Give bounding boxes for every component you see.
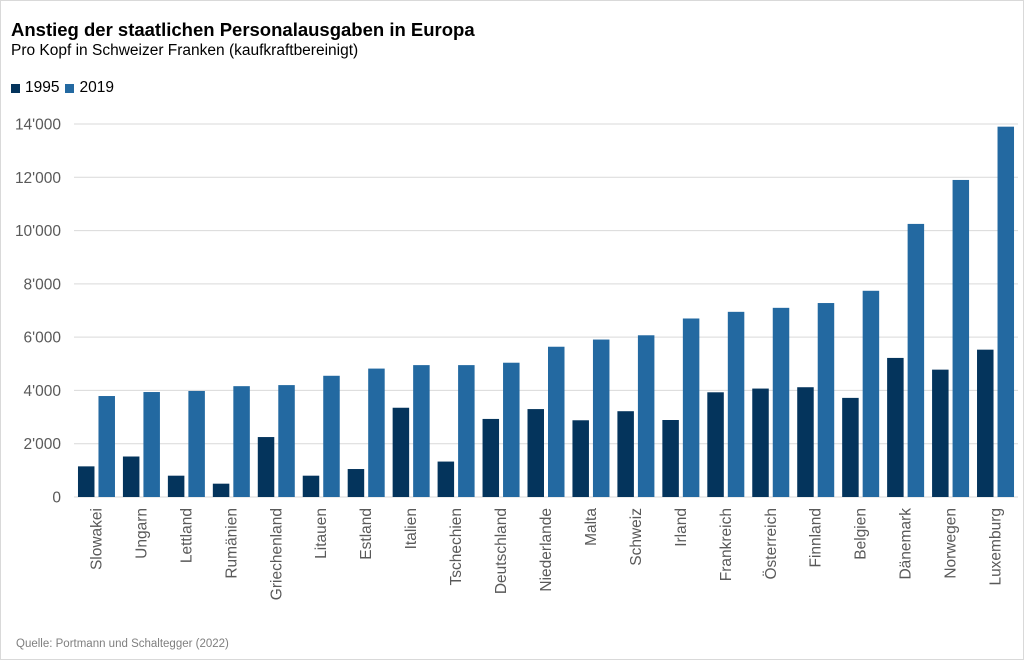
y-tick-label: 8'000 xyxy=(24,276,62,293)
bar-1995 xyxy=(707,392,724,497)
bar-1995 xyxy=(77,466,95,497)
bar-2019 xyxy=(637,335,655,497)
bar-2019 xyxy=(98,396,115,497)
y-tick-label: 4'000 xyxy=(24,383,62,400)
bar-2019 xyxy=(772,307,790,497)
legend-label-2019: 2019 xyxy=(79,79,114,96)
chart-subtitle: Pro Kopf in Schweizer Franken (kaufkraft… xyxy=(11,42,359,59)
bar-1995 xyxy=(347,469,365,497)
x-tick-label: Dänemark xyxy=(898,508,915,580)
x-tick-label: Norwegen xyxy=(943,508,960,579)
x-tick-label: Niederlande xyxy=(538,508,555,592)
x-tick-label: Frankreich xyxy=(718,508,735,581)
y-tick-label: 10'000 xyxy=(15,223,61,240)
bar-2019 xyxy=(548,346,565,497)
bar-1995 xyxy=(572,420,589,497)
x-tick-label: Griechenland xyxy=(268,508,285,600)
x-tick-label: Irland xyxy=(673,508,690,547)
x-tick-label: Lettland xyxy=(178,508,195,563)
y-tick-label: 0 xyxy=(52,490,61,507)
x-tick-label: Schweiz xyxy=(628,508,645,566)
bar-1995 xyxy=(752,388,769,497)
gridlines xyxy=(74,123,1018,498)
legend-swatch-2019 xyxy=(65,83,75,93)
bar-2019 xyxy=(278,385,295,497)
bar-1995 xyxy=(257,437,275,497)
x-tick-label: Luxemburg xyxy=(988,508,1005,586)
x-tick-label: Litauen xyxy=(313,508,330,559)
bar-2019 xyxy=(952,179,970,497)
bar-1995 xyxy=(662,420,679,497)
y-tick-label: 14'000 xyxy=(15,117,61,134)
y-tick-label: 12'000 xyxy=(15,170,61,187)
legend-label-1995: 1995 xyxy=(25,79,60,96)
x-tick-label: Rumänien xyxy=(223,508,240,579)
bar-1995 xyxy=(437,461,455,497)
bars xyxy=(77,126,1015,498)
bar-1995 xyxy=(527,409,544,497)
bar-2019 xyxy=(368,368,385,497)
x-tick-label: Finnland xyxy=(808,508,825,567)
y-tick-label: 6'000 xyxy=(24,330,62,347)
bar-2019 xyxy=(143,392,160,497)
bar-2019 xyxy=(233,386,250,497)
y-axis: 0 2'000 4'000 6'000 8'000 10'000 12'000 14'000 xyxy=(15,117,61,507)
bar-2019 xyxy=(323,375,340,497)
bar-1995 xyxy=(842,397,859,497)
legend-item-2019: 2019 xyxy=(65,79,114,97)
bar-1995 xyxy=(932,369,949,497)
x-axis: Slowakei Ungarn Lettland Rumänien Griechenla… xyxy=(88,508,1004,601)
bar-1995 xyxy=(887,357,904,497)
bar-2019 xyxy=(817,303,835,497)
x-tick-label: Ungarn xyxy=(133,508,150,559)
bar-1995 xyxy=(302,475,320,497)
chart-title: Anstieg der staatlichen Personalausgaben… xyxy=(11,19,475,40)
bar-2019 xyxy=(907,223,925,498)
bar-1995 xyxy=(212,483,230,497)
x-tick-label: Estland xyxy=(358,508,375,560)
x-tick-label: Malta xyxy=(583,508,600,546)
bar-1995 xyxy=(797,387,814,497)
legend-swatch-1995 xyxy=(11,83,20,93)
bar-1995 xyxy=(122,456,140,497)
bar-1995 xyxy=(167,475,185,497)
legend: 1995 2019 xyxy=(11,79,120,97)
bar-2019 xyxy=(188,390,205,497)
source-note: Quelle: Portmann und Schaltegger (2022) xyxy=(16,638,229,650)
bar-1995 xyxy=(482,418,500,497)
bar-2019 xyxy=(458,365,475,497)
bar-1995 xyxy=(617,411,634,497)
bar-2019 xyxy=(997,126,1015,498)
x-tick-label: Tschechien xyxy=(448,508,465,586)
bar-2019 xyxy=(592,339,610,497)
bar-1995 xyxy=(392,407,410,497)
x-tick-label: Slowakei xyxy=(88,508,105,570)
x-tick-label: Italien xyxy=(403,508,420,549)
legend-item-1995: 1995 xyxy=(11,79,59,97)
bar-2019 xyxy=(862,290,880,497)
bar-2019 xyxy=(413,365,430,497)
x-tick-label: Österreich xyxy=(762,508,780,580)
bar-2019 xyxy=(682,318,700,497)
bar-1995 xyxy=(977,349,994,497)
bar-2019 xyxy=(503,362,520,497)
bar-2019 xyxy=(727,311,745,497)
y-tick-label: 2'000 xyxy=(24,436,62,453)
x-tick-label: Belgien xyxy=(853,508,870,560)
x-tick-label: Deutschland xyxy=(493,508,510,594)
